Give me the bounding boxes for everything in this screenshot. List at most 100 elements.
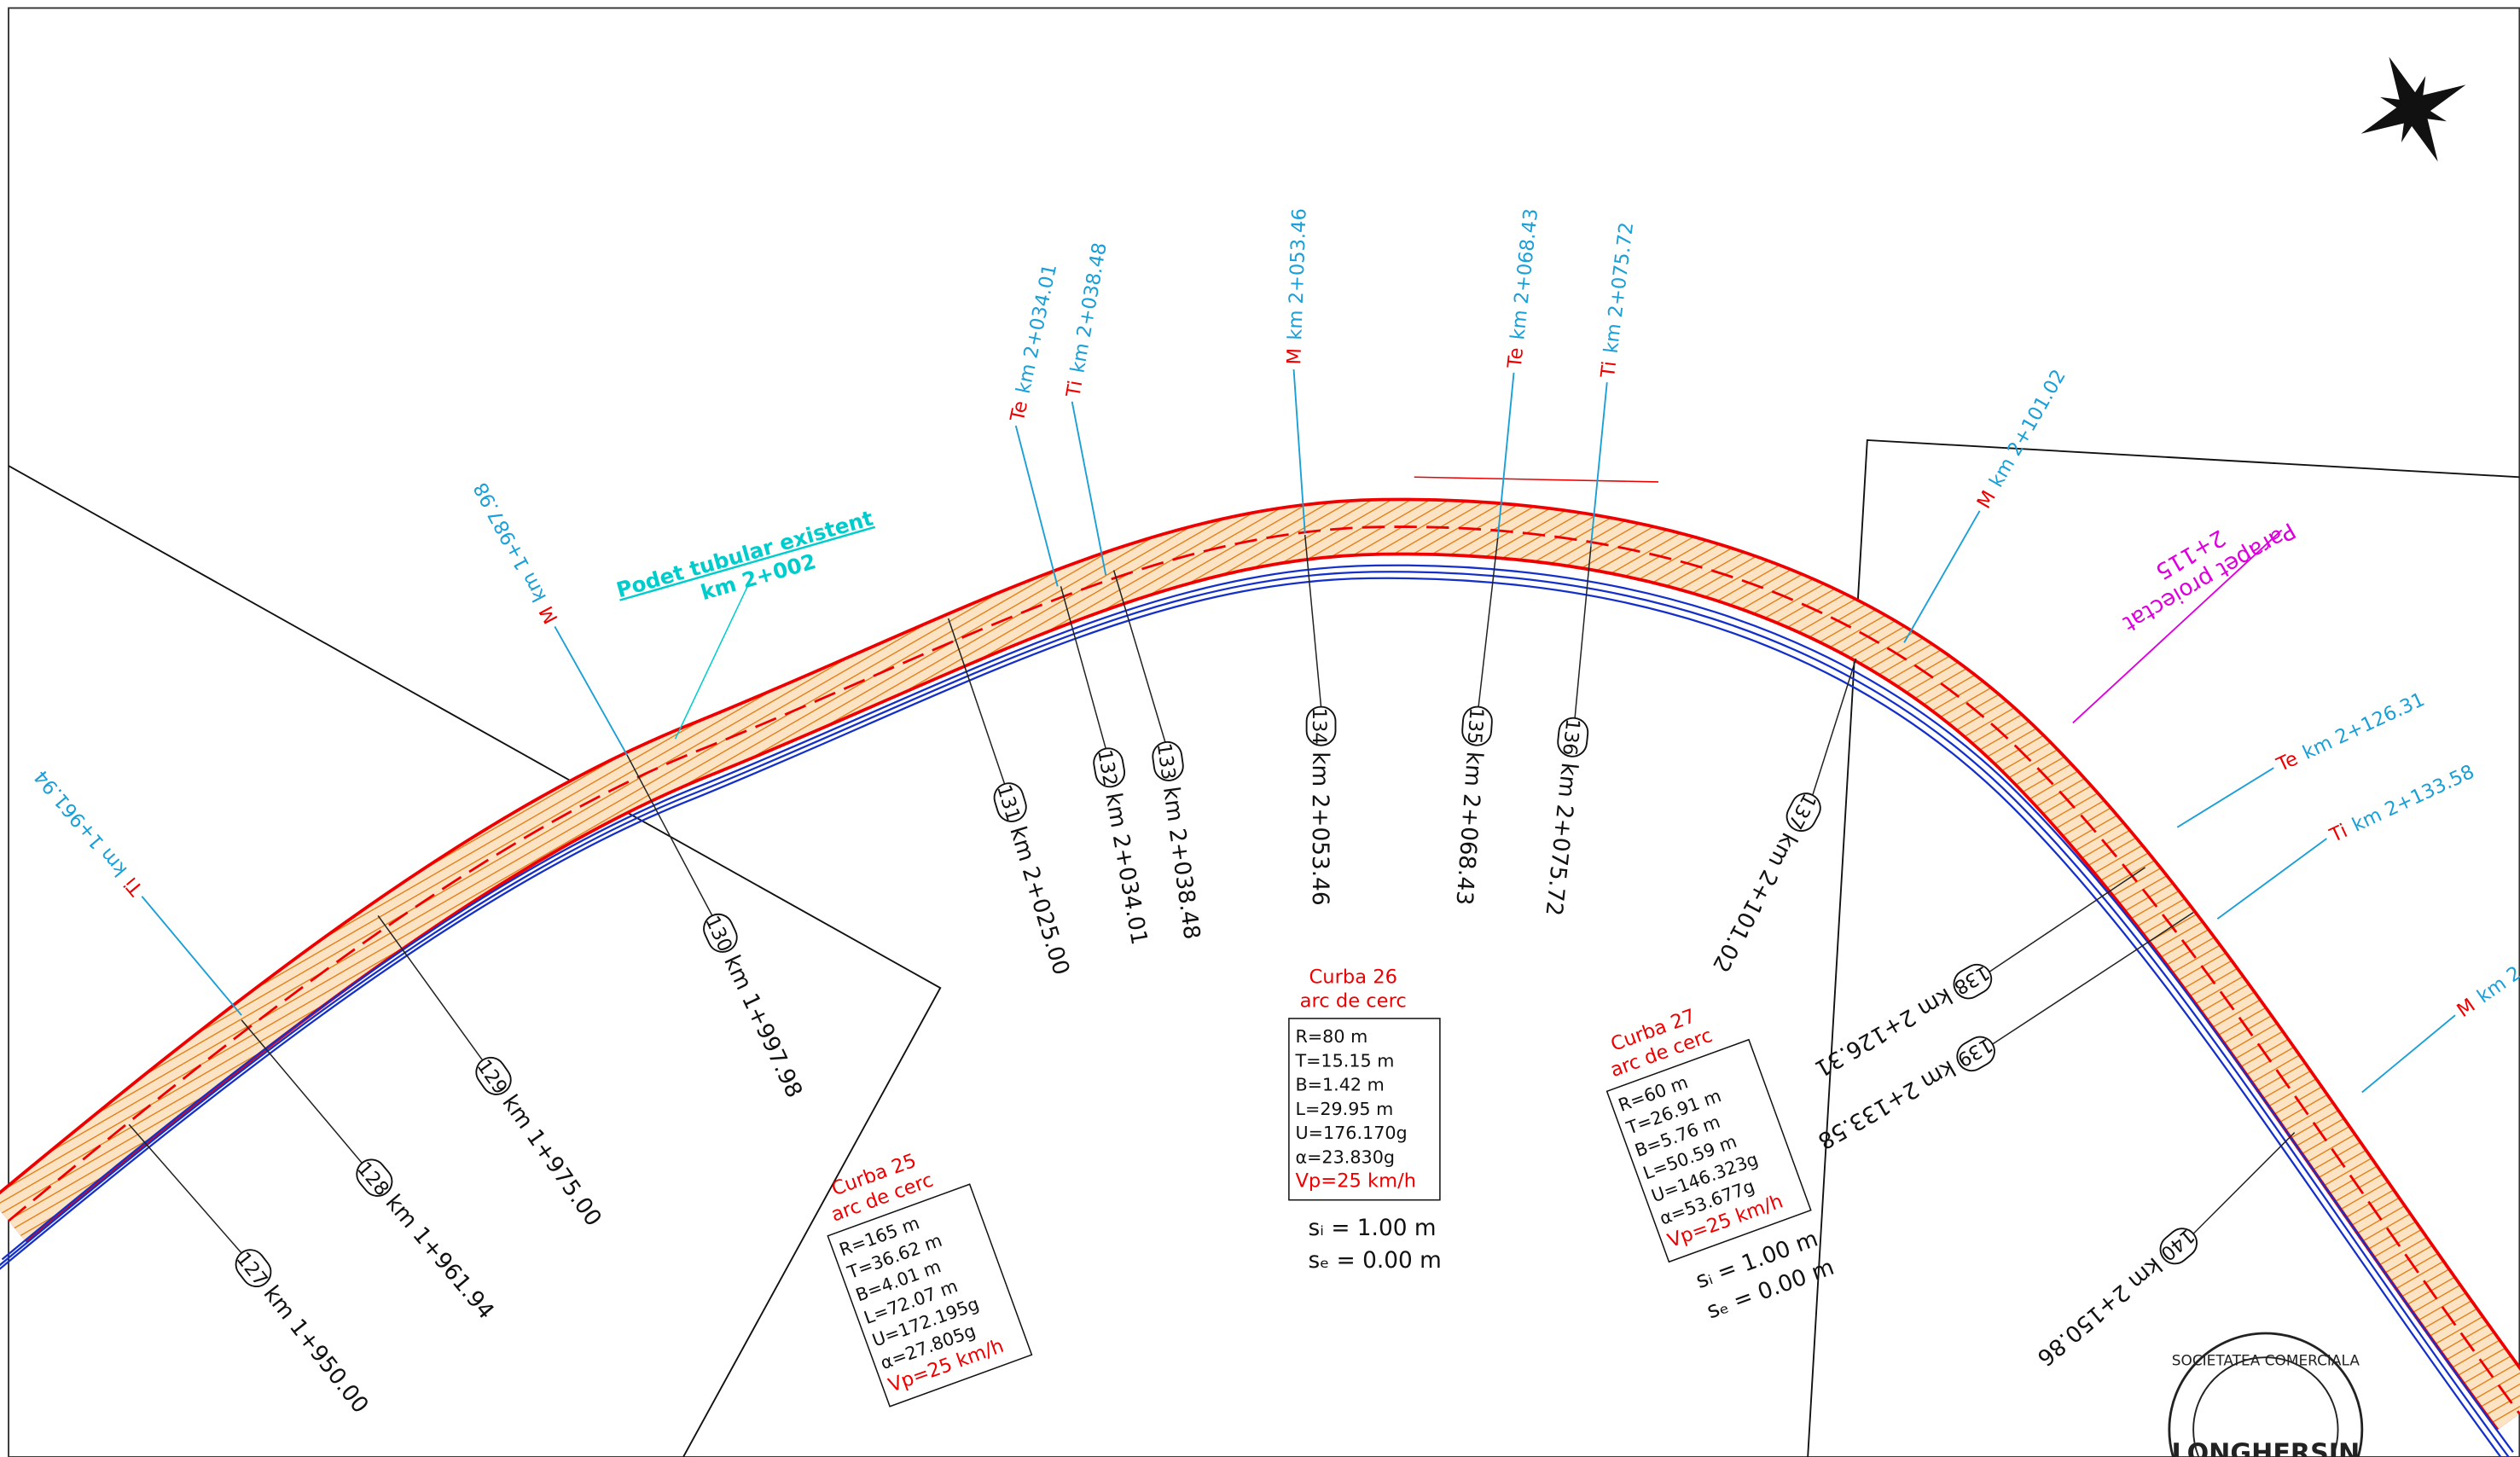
station-number: 140: [2156, 1224, 2198, 1265]
station-number: 134: [1308, 708, 1330, 745]
point-label: Mkm 2+150.86: [2453, 914, 2520, 1022]
station-km: km 2+038.48: [1158, 785, 1205, 941]
station-leader: [1304, 535, 1322, 707]
point-leader: [141, 896, 242, 1016]
station-km: km 2+025.00: [1004, 823, 1073, 978]
stamp-name: LONGHERSIN: [2171, 1439, 2360, 1457]
station-badge: [1956, 1036, 1995, 1072]
station-number: 127: [232, 1248, 272, 1291]
point-code: Te: [2273, 747, 2302, 776]
point-label: Tikm 1+961.94: [30, 765, 148, 900]
point-km: km 2+075.72: [1600, 221, 1639, 355]
station: 134 km 2+053.46: [1305, 705, 1337, 906]
culvert-label: Podet tubular existent km 2+002: [613, 506, 876, 606]
station-badge: [1785, 792, 1821, 832]
station-badge: [1152, 740, 1184, 781]
stamp-company: SOCIETATEA COMERCIALA: [2172, 1352, 2360, 1369]
superelevation-outer: sₑ = 0.00 m: [1308, 1248, 1441, 1274]
curve-frame: [1605, 1038, 1812, 1263]
station-number: 128: [352, 1158, 393, 1200]
point-km: km 1+987.98: [470, 479, 552, 606]
curve-frame: [827, 1183, 1033, 1408]
point-km: km 2+053.46: [1284, 208, 1310, 340]
parapet-leader: [2072, 529, 2283, 724]
station-leader: [1478, 537, 1499, 707]
curve-param: R=80 m: [1295, 1026, 1367, 1047]
point-leader: [2361, 1014, 2456, 1094]
boundary-line: [1807, 438, 2520, 1457]
point-leader: [2176, 767, 2274, 828]
point-leader: [1496, 372, 1515, 538]
station-leader: [947, 618, 1006, 785]
point-leader: [1292, 369, 1306, 534]
dimension-line: [1414, 476, 1659, 483]
point-code: Ti: [120, 873, 148, 900]
station: 133 km 2+038.48: [1152, 740, 1205, 941]
point-code: M: [1283, 348, 1306, 365]
station-leader: [1112, 570, 1166, 743]
point-km: km 2+133.58: [2349, 761, 2477, 837]
curve-name: Curba 26: [1309, 966, 1397, 988]
curve-param: L=29.95 m: [1295, 1099, 1393, 1119]
station-km: km 1+950.00: [258, 1281, 374, 1419]
point-label: Ti km 2+075.72: [1597, 221, 1638, 380]
station-leader: [241, 1019, 363, 1164]
superelevation-inner: sᵢ = 1.00 m: [1308, 1216, 1436, 1241]
point-label: Tikm 2+133.58: [2325, 761, 2477, 847]
station-leader: [377, 914, 484, 1061]
station: 135 km 2+068.43: [1450, 705, 1493, 906]
station-leader: [1989, 867, 2146, 972]
station-leader: [1812, 658, 1857, 796]
station-number: 133: [1153, 742, 1180, 781]
point-label: Tekm 2+126.31: [2273, 688, 2428, 776]
point-code: Ti: [2325, 820, 2350, 847]
curve-kind: arc de cerc: [1300, 990, 1407, 1013]
station-km: km 2+053.46: [1307, 752, 1333, 905]
station-number: 136: [1558, 717, 1583, 757]
point-km: km 2+068.43: [1507, 207, 1542, 340]
curve-param: T=15.15 m: [1294, 1050, 1394, 1071]
station-badge: [1461, 705, 1493, 746]
road: [0, 497, 2520, 1457]
station-badge: [1953, 963, 1993, 1000]
point-km: km 2+150.86: [2473, 914, 2520, 1007]
point-code: M: [2453, 995, 2480, 1022]
point-label: Te km 2+034.01: [1007, 262, 1062, 424]
point-km: km 1+961.94: [30, 765, 131, 880]
curve-frame: [1288, 1018, 1441, 1201]
point-km: km 2+038.48: [1066, 241, 1111, 375]
parapet-label: Parapet proiectat 2+115: [2119, 517, 2300, 636]
point-label: Ti km 2+038.48: [1062, 241, 1112, 400]
road-axis: [8, 525, 2520, 1414]
point-km: km 2+101.02: [1985, 366, 2070, 491]
point-code: Ti: [1062, 379, 1087, 400]
point-label: Te km 2+068.43: [1504, 207, 1543, 369]
point-label: Mkm 1+987.98: [470, 479, 563, 627]
point-code: Ti: [1597, 360, 1621, 380]
point-leader: [1903, 510, 1981, 643]
boundary-line: [8, 465, 942, 1457]
point-leader: [1589, 382, 1608, 547]
point-leader: [554, 625, 628, 756]
stamp: SOCIETATEA COMERCIALA LONGHERSIN: [2168, 1332, 2364, 1457]
station-badge: [1557, 717, 1589, 758]
station-badge: [993, 782, 1027, 822]
ditch-line: [0, 571, 2511, 1457]
point-code: Te: [1504, 346, 1528, 369]
point-leader: [1014, 425, 1059, 587]
station-leader: [2192, 1132, 2296, 1234]
curve-speed: Vp=25 km/h: [1295, 1170, 1416, 1193]
point-code: M: [535, 602, 562, 627]
point-code: M: [1973, 487, 2000, 513]
station-leader: [1992, 911, 2194, 1045]
point-leader: [2216, 838, 2327, 920]
station-number: 129: [473, 1056, 512, 1099]
